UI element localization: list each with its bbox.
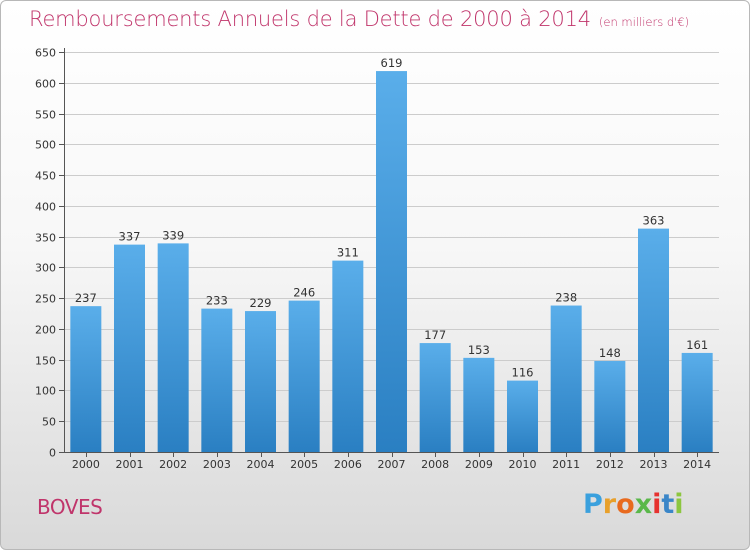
x-tick-label: 2002	[159, 458, 187, 471]
bar-value-label: 148	[599, 346, 621, 360]
bar	[70, 306, 102, 452]
bar-value-label: 246	[293, 286, 315, 300]
chart-unit: (en milliers d'€)	[598, 15, 690, 29]
y-tick-label: 300	[35, 262, 56, 275]
x-tick-label: 2007	[378, 458, 406, 471]
bar-value-label: 229	[250, 296, 272, 310]
x-tick-label: 2012	[596, 458, 624, 471]
bar-value-label: 339	[162, 228, 184, 242]
logo-letter: i	[674, 489, 684, 520]
x-tick-label: 2013	[640, 458, 668, 471]
bar-value-label: 177	[424, 328, 446, 342]
y-tick-label: 350	[35, 232, 56, 245]
bar-value-label: 337	[119, 230, 141, 244]
bar	[419, 343, 451, 452]
x-tick-label: 2004	[247, 458, 275, 471]
bar-value-label: 311	[337, 246, 359, 260]
bar	[201, 308, 233, 452]
y-tick-label: 0	[49, 447, 56, 460]
y-tick-label: 550	[35, 109, 56, 122]
x-tick-label: 2005	[290, 458, 318, 471]
bar	[245, 311, 276, 452]
bar	[594, 360, 626, 452]
proxiti-logo[interactable]: Proxiti	[583, 489, 684, 520]
commune-name: BOVES	[37, 495, 103, 519]
bar-value-label: 363	[643, 214, 665, 228]
logo-letter: t	[661, 489, 675, 520]
bar	[114, 244, 145, 452]
x-tick-label: 2011	[552, 458, 580, 471]
y-tick-label: 150	[35, 355, 56, 368]
x-tick-label: 2008	[421, 458, 449, 471]
x-tick-label: 2010	[509, 458, 537, 471]
y-tick-label: 600	[35, 78, 56, 91]
bar-value-label: 233	[206, 294, 228, 308]
bar	[638, 228, 669, 452]
bar-value-label: 237	[75, 291, 97, 305]
bar-value-label: 238	[555, 291, 577, 305]
bars	[70, 71, 713, 453]
logo-letter: x	[634, 489, 653, 520]
x-tick-label: 2006	[334, 458, 362, 471]
logo-letter: i	[652, 489, 662, 520]
bar-value-label: 153	[468, 343, 490, 357]
x-tick-label: 2001	[116, 458, 144, 471]
bar	[507, 380, 538, 452]
y-tick-label: 500	[35, 139, 56, 152]
logo-letter: o	[616, 489, 635, 520]
y-tick-label: 200	[35, 324, 56, 337]
bar	[376, 71, 407, 453]
bar	[288, 300, 320, 452]
bar	[550, 305, 582, 452]
bar-value-label: 619	[381, 56, 403, 70]
x-tick-label: 2009	[465, 458, 493, 471]
y-tick-label: 400	[35, 201, 56, 214]
chart-title: Remboursements Annuels de la Dette de 20…	[29, 7, 689, 31]
bar	[463, 357, 495, 452]
x-tick-label: 2014	[683, 458, 711, 471]
chart-title-text: Remboursements Annuels de la Dette de 20…	[29, 7, 591, 31]
y-tick-label: 100	[35, 385, 56, 398]
bar-value-label: 116	[512, 366, 534, 380]
y-tick-label: 450	[35, 170, 56, 183]
y-tick-label: 50	[42, 416, 56, 429]
x-tick-label: 2003	[203, 458, 231, 471]
logo-letter: r	[602, 489, 617, 520]
value-labels: 237 337 339 233 229 246 311 619 177 153 116 238 148 3…	[75, 56, 708, 380]
x-tick-label: 2000	[72, 458, 100, 471]
y-tick-label: 250	[35, 293, 56, 306]
y-tick-label: 650	[35, 47, 56, 60]
axes: 0 50 100 150 200 250 300 350 400 450 500 550 600 650 2…	[35, 47, 719, 471]
bar	[681, 352, 713, 452]
bar	[332, 260, 364, 452]
bar	[157, 243, 189, 452]
bar-value-label: 161	[686, 338, 708, 352]
logo-letter: P	[583, 489, 603, 520]
